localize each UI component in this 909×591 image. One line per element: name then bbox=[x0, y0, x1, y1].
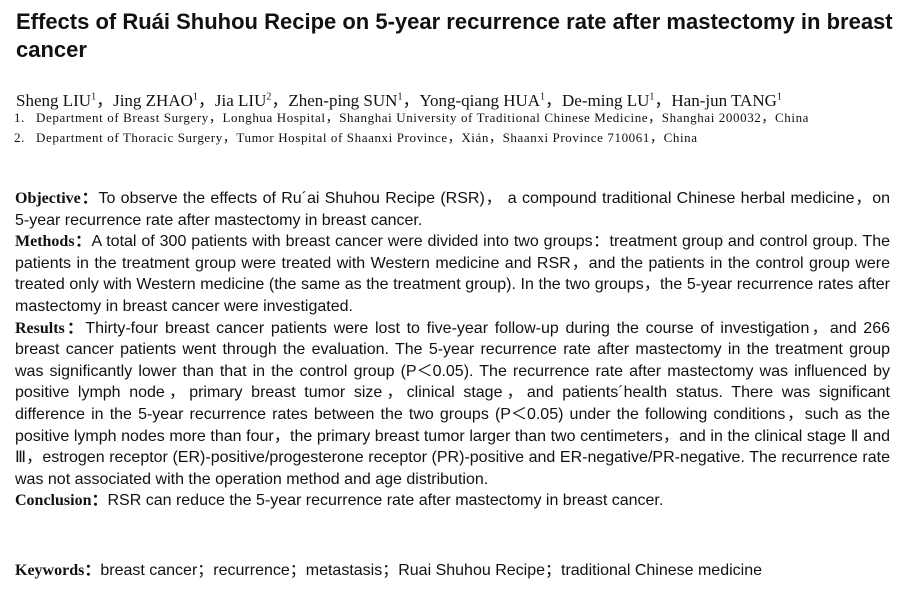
author-name: De-ming LU bbox=[562, 91, 650, 110]
author-separator: ， bbox=[654, 91, 672, 110]
keywords-label: Keywords： bbox=[15, 562, 101, 579]
author-separator: ， bbox=[402, 91, 420, 110]
section-label: Methods： bbox=[15, 233, 92, 251]
affiliation-number: 2. bbox=[14, 130, 25, 145]
affiliation-list: 1. Department of Breast Surgery，Longhua H… bbox=[14, 109, 894, 149]
author-affiliation: 1 bbox=[776, 91, 782, 103]
affiliation-text: Department of Thoracic Surgery，Tumor Hos… bbox=[36, 130, 698, 145]
keywords-text: breast cancer；recurrence；metastasis；Ruai… bbox=[100, 562, 762, 579]
abstract-section: Methods：A total of 300 patients with bre… bbox=[15, 231, 890, 317]
author-affiliation: 1 bbox=[192, 91, 198, 103]
affiliation-text: Department of Breast Surgery，Longhua Hos… bbox=[36, 110, 810, 125]
affiliation-number: 1. bbox=[14, 110, 25, 125]
section-text: RSR can reduce the 5-year recurrence rat… bbox=[107, 492, 664, 510]
author-name: Yong-qiang HUA bbox=[419, 91, 541, 110]
author-affiliation: 1 bbox=[649, 91, 655, 103]
section-text: Thirty-four breast cancer patients were … bbox=[15, 319, 890, 488]
affiliation: 2. Department of Thoracic Surgery，Tumor H… bbox=[14, 129, 894, 147]
author-name: Han-jun TANG bbox=[671, 91, 777, 110]
affiliation: 1. Department of Breast Surgery，Longhua H… bbox=[14, 109, 894, 127]
section-text: To observe the effects of Ru´ai Shuhou R… bbox=[15, 190, 890, 229]
author-name: Jing ZHAO bbox=[113, 91, 193, 110]
section-label: Conclusion： bbox=[15, 492, 108, 510]
author-affiliation: 1 bbox=[91, 91, 97, 103]
abstract-section: Conclusion：RSR can reduce the 5-year rec… bbox=[15, 490, 890, 512]
section-label: Objective： bbox=[15, 190, 99, 207]
author-separator: ， bbox=[197, 91, 215, 110]
author-separator: ， bbox=[96, 91, 114, 110]
abstract-section: Results：Thirty-four breast cancer patien… bbox=[15, 318, 890, 491]
abstract: Objective：To observe the effects of Ru´a… bbox=[15, 188, 890, 512]
author-list: Sheng LIU1，Jing ZHAO1，Jia LIU2，Zhen-ping… bbox=[16, 86, 782, 111]
section-text: A total of 300 patients with breast canc… bbox=[15, 233, 891, 315]
abstract-section: Objective：To observe the effects of Ru´a… bbox=[15, 188, 890, 231]
keywords: Keywords：breast cancer；recurrence；metast… bbox=[15, 556, 890, 580]
author-affiliation: 2 bbox=[266, 91, 272, 103]
author-separator: ， bbox=[545, 91, 563, 110]
section-label: Results： bbox=[15, 319, 86, 337]
title: Effects of Ruái Shuhou Recipe on 5-year … bbox=[16, 9, 893, 62]
author-name: Sheng LIU bbox=[16, 91, 92, 110]
author-name: Jia LIU bbox=[214, 91, 267, 110]
author-separator: ， bbox=[271, 91, 289, 110]
author-name: Zhen-ping SUN bbox=[288, 91, 398, 110]
author-affiliation: 1 bbox=[540, 91, 546, 103]
author-affiliation: 1 bbox=[397, 91, 403, 103]
